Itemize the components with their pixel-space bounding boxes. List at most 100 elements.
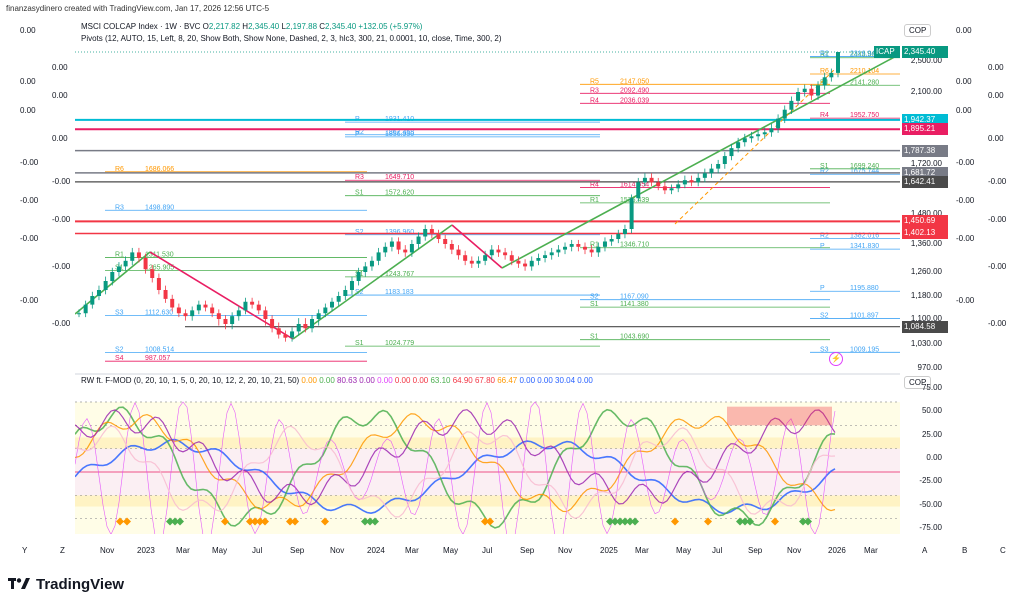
candle-body [223, 319, 228, 324]
candle-body [649, 177, 654, 183]
candle-body [90, 296, 95, 305]
pivot-level-label: R1 [590, 197, 599, 204]
trend-line [451, 224, 503, 269]
candle-body [836, 52, 840, 73]
currency-label-2[interactable]: COP [904, 376, 932, 389]
candle-body [409, 244, 414, 253]
time-axis-label: Mar [635, 546, 649, 555]
candle-body [203, 304, 208, 308]
time-axis-label: Jul [712, 546, 723, 555]
signal-diamond [606, 517, 614, 526]
time-axis-label: A [922, 546, 928, 555]
oscillator-values: 0.00 0.00 80.63 0.00 0.00 0.00 0.00 63.1… [301, 376, 592, 385]
candle-body [290, 331, 295, 338]
time-axis[interactable]: Y Z Nov 2023 Mar May Jul Sep Nov 2024 Mar May Jul Sep… [0, 546, 1024, 560]
candle-body [103, 281, 108, 290]
open-value: 2,217.82 [208, 22, 241, 31]
oscillator-value-0: 0.00 [301, 376, 317, 385]
close-label: C [319, 22, 326, 31]
pivot-level-label: R4 [820, 112, 829, 119]
candle-body [296, 324, 301, 332]
price-tag[interactable]: 1,450.69 [902, 215, 948, 228]
symbol-tag[interactable]: ICAP [874, 46, 900, 59]
left-scale-label: 0.00 [52, 62, 68, 72]
symbol-name[interactable]: MSCI COLCAP Index · 1W · BVC [81, 22, 201, 31]
price-tag[interactable]: 1,402.13 [902, 227, 948, 240]
price-tag[interactable]: 1,942.37 [902, 113, 948, 126]
pivot-level-label: S1 [590, 334, 599, 341]
symbol-legend[interactable]: MSCI COLCAP Index · 1W · BVC O2,217.82 H… [81, 22, 422, 31]
candle-body [276, 328, 281, 335]
price-chart-svg[interactable]: R1 2443.560 R2 2316.940 R1 2141.280 R6 2210.104… [74, 14, 901, 543]
signal-diamond [804, 517, 812, 526]
pivot-value-label: 1265.905 [145, 264, 174, 271]
pivot-level-label: R4 [590, 181, 599, 188]
candle-body [83, 304, 88, 314]
tradingview-logo: TradingView [8, 576, 124, 593]
candle-body [363, 266, 368, 272]
right-scale-label: -0.00 [956, 157, 975, 167]
left-side-scale[interactable]: 0.00 0.00 0.00 0.00 0.00 0.00 -0.00 -0.00 -0.00 -… [0, 14, 75, 534]
oscillator-name[interactable]: RW ft. F-MOD (0, 20, 10, 1, 5, 0, 20, 10… [81, 376, 300, 385]
signal-diamond [171, 517, 179, 526]
signal-diamond [671, 517, 679, 526]
candle-body [829, 72, 834, 78]
candle-body [642, 177, 647, 183]
price-tag[interactable]: 2,345.40 [902, 46, 948, 59]
time-axis-label: Z [60, 546, 65, 555]
signal-diamond [366, 517, 374, 526]
pivots-legend[interactable]: Pivots (12, AUTO, 15, Left, 8, 20, Show … [81, 34, 502, 43]
price-tag[interactable]: 1,787.38 [902, 144, 948, 157]
candle-body [456, 249, 461, 256]
candle-body [629, 198, 634, 229]
currency-label[interactable]: COP [904, 24, 932, 37]
candle-body [336, 296, 341, 302]
oscillator-value-11: 0.00 [517, 376, 536, 385]
price-tag[interactable]: 1,895.21 [902, 123, 948, 136]
oscillator-axis-label: 25.00 [921, 429, 942, 439]
oscillator-value-14: 0.00 [575, 376, 593, 385]
right-scale-label: 0.00 [956, 25, 972, 35]
candle-body [469, 260, 474, 264]
oscillator-axis-label: 75.00 [921, 383, 942, 392]
candle-body [383, 246, 388, 253]
price-tag[interactable]: 1,681.72 [902, 166, 948, 179]
alert-icon[interactable]: ⚡ [829, 352, 843, 366]
candle-body [729, 148, 734, 157]
pivot-value-label: 1141.380 [620, 301, 649, 308]
time-axis-label: Jul [482, 546, 493, 555]
right-scale-label: -0.00 [988, 262, 1007, 272]
left-scale-label: -0.00 [52, 176, 71, 186]
candle-body [96, 290, 101, 296]
right-scale-label: -0.00 [988, 319, 1007, 329]
oscillator-value-6: 0.00 [410, 376, 429, 385]
pivot-level-label: S2 [355, 229, 364, 236]
right-side-scale[interactable]: 0.00 0.00 0.00 0.00 0.00 0.00 -0.00 -0.00 -0.00 -… [948, 14, 1024, 534]
candle-body [616, 234, 621, 239]
price-axis[interactable]: COP 2,500.00 2,100.00 1,720.00 1,480.00 1,36… [874, 14, 948, 374]
pivot-level-label: P [355, 131, 360, 138]
signal-diamond [371, 517, 379, 526]
price-tag[interactable]: 1,642.41 [902, 175, 948, 188]
left-scale-label: 0.00 [20, 77, 36, 86]
candle-body [709, 168, 714, 174]
pivot-value-label: 1101.897 [850, 312, 879, 319]
signal-diamond [741, 517, 749, 526]
chart-pane[interactable]: R1 2443.560 R2 2316.940 R1 2141.280 R6 2210.104… [74, 14, 901, 543]
oscillator-axis[interactable]: COP 75.00 50.00 25.00 0.00 -25.00 -50.00 -75.0… [900, 374, 948, 534]
candle-body [776, 118, 781, 129]
oscillator-value-13: 30.04 [552, 376, 576, 385]
oscillator-line [74, 425, 836, 520]
candle-body [403, 249, 408, 253]
pivot-value-label: 2443.560 [850, 52, 879, 59]
candle-body [210, 307, 215, 314]
signal-diamond [361, 517, 369, 526]
signal-diamond [261, 517, 269, 526]
candle-body [796, 92, 801, 101]
candle-body [696, 177, 701, 183]
oscillator-legend[interactable]: RW ft. F-MOD (0, 20, 10, 1, 5, 0, 20, 10… [81, 376, 593, 385]
time-axis-label: 2023 [137, 546, 155, 555]
price-tag[interactable]: 1,084.58 [902, 320, 948, 333]
candle-body [496, 249, 501, 253]
